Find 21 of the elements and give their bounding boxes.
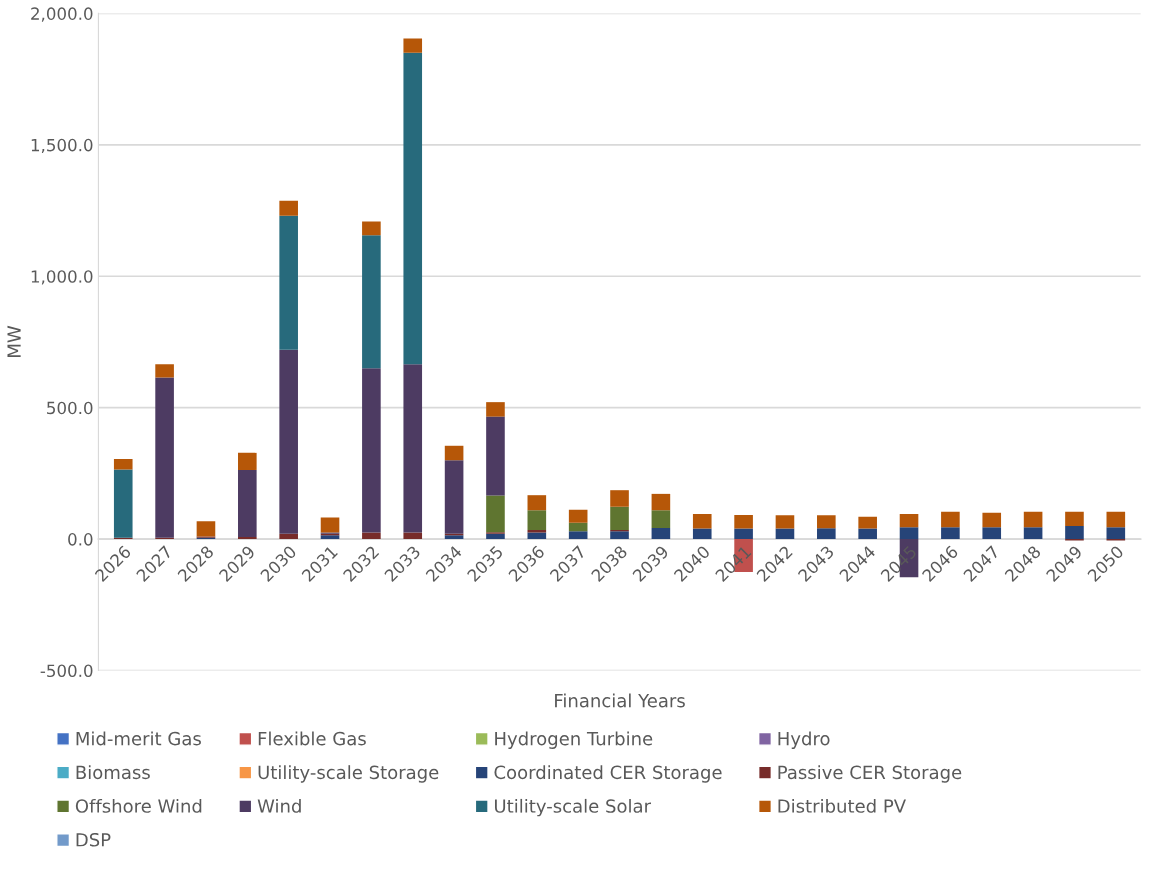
x-axis-title: Financial Years [555,693,685,708]
legend-label: Flexible Gas [258,731,366,746]
y-tick-label: 1,000.0 [31,270,93,285]
legend-label: Biomass [76,765,150,780]
legend-label: Utility-scale Solar [495,798,652,817]
legend-label: Wind [257,798,301,813]
legend-label: Hydro [778,731,830,749]
y-tick-label: 0.0 [68,533,93,546]
y-axis-title: MW [7,325,21,357]
legend-label: Distributed PV [778,798,906,813]
legend-label: Mid-merit Gas [76,731,201,746]
legend-label: Utility-scale Storage [258,765,439,783]
legend-label: Offshore Wind [75,798,202,813]
legend-label: Passive CER Storage [778,765,962,783]
legend-label: Coordinated CER Storage [494,765,722,783]
legend-label: Hydrogen Turbine [495,731,653,749]
y-tick-label: -500.0 [40,664,93,678]
y-tick-label: 500.0 [47,401,93,415]
y-tick-label: 1,500.0 [31,138,93,154]
legend-label: DSP [76,832,111,847]
y-tick-label: 2,000.0 [31,7,93,22]
